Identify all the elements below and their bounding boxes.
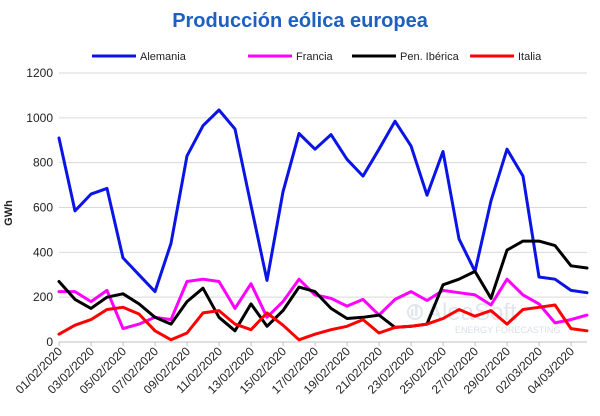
legend-item: Italia bbox=[470, 51, 542, 63]
y-tick-label: 0 bbox=[46, 335, 53, 349]
legend-label: Italia bbox=[518, 51, 542, 63]
x-axis-ticks: 01/02/202003/02/202005/02/202007/02/2020… bbox=[13, 342, 577, 397]
series-group bbox=[57, 108, 589, 342]
legend-label: Francia bbox=[296, 51, 334, 63]
watermark-logo-icon bbox=[407, 304, 423, 320]
legend-item: Alemania bbox=[92, 51, 187, 63]
y-tick-label: 1000 bbox=[26, 111, 53, 125]
y-tick-label: 200 bbox=[33, 290, 53, 304]
y-tick-label: 400 bbox=[33, 245, 53, 259]
legend-item: Pen. Ibérica bbox=[352, 51, 460, 63]
legend-item: Francia bbox=[248, 51, 334, 63]
y-axis-ticks: 0 200 400 600 800 1000 1200 bbox=[26, 66, 53, 349]
watermark: AleaSoft ENERGY FORECASTING bbox=[407, 299, 560, 335]
series-line-italia bbox=[57, 303, 589, 342]
legend-label: Pen. Ibérica bbox=[400, 51, 460, 63]
y-axis-label: GWh bbox=[3, 200, 15, 226]
series-line-alemania bbox=[57, 108, 589, 295]
legend-label: Alemania bbox=[140, 51, 187, 63]
y-tick-label: 1200 bbox=[26, 66, 53, 80]
y-tick-label: 800 bbox=[33, 156, 53, 170]
series-line-pen-ib-rica bbox=[57, 239, 589, 333]
chart-title: Producción eólica europea bbox=[172, 10, 429, 32]
watermark-tagline: ENERGY FORECASTING bbox=[455, 325, 560, 335]
legend: Alemania Francia Pen. Ibérica Italia bbox=[92, 51, 542, 63]
y-tick-label: 600 bbox=[33, 201, 53, 215]
